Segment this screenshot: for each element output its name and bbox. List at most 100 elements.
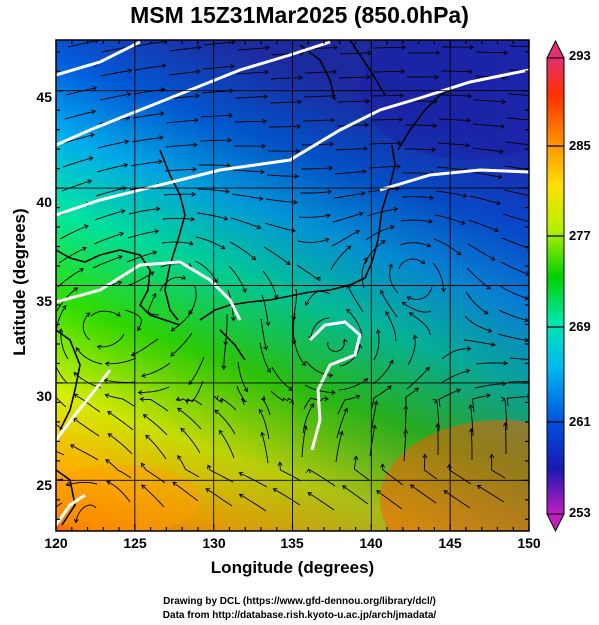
- streamline-arrowhead: [328, 373, 334, 378]
- colorbar-label: 261: [569, 414, 591, 429]
- streamline-arrowhead: [139, 396, 145, 402]
- streamline-arrowhead: [329, 141, 335, 147]
- streamline-arrowhead: [73, 371, 79, 377]
- streamline: [230, 217, 261, 229]
- streamline-arrowhead: [213, 278, 218, 284]
- streamline: [303, 95, 336, 98]
- streamline-arrowhead: [376, 490, 381, 495]
- y-tick-label: 30: [36, 388, 52, 404]
- streamline-arrowhead: [176, 407, 182, 413]
- streamline: [335, 147, 368, 151]
- streamline: [237, 47, 270, 51]
- streamline: [61, 180, 92, 192]
- streamline: [371, 385, 392, 409]
- streamline: [399, 242, 431, 247]
- streamline: [305, 360, 333, 376]
- streamline: [438, 389, 461, 408]
- streamline-arrowhead: [107, 411, 112, 416]
- streamline-arrowhead: [194, 117, 199, 123]
- streamline: [140, 398, 169, 412]
- streamline: [405, 124, 437, 127]
- streamline: [56, 396, 67, 408]
- streamline-arrowhead: [531, 194, 535, 198]
- streamline-arrowhead: [489, 453, 495, 459]
- streamline: [124, 309, 142, 331]
- streamline-arrowhead: [65, 481, 71, 487]
- streamline-arrowhead: [366, 74, 372, 80]
- streamline-arrowhead: [434, 74, 440, 80]
- streamline: [159, 276, 186, 292]
- streamline: [131, 338, 159, 356]
- streamline: [404, 148, 436, 151]
- streamline-arrowhead: [302, 425, 308, 431]
- streamline: [474, 383, 506, 389]
- streamline: [70, 444, 99, 461]
- streamline: [279, 462, 302, 482]
- streamline-arrowhead: [483, 310, 489, 315]
- streamline-arrowhead: [238, 471, 244, 477]
- streamline: [308, 468, 336, 487]
- streamline: [475, 362, 508, 365]
- streamline-arrowhead: [130, 351, 136, 357]
- streamline-arrowhead: [79, 268, 85, 273]
- streamline-arrowhead: [307, 492, 313, 497]
- streamline: [232, 169, 265, 173]
- streamline-arrowhead: [188, 310, 193, 315]
- streamline-arrowhead: [160, 111, 165, 117]
- streamline-arrowhead: [490, 256, 496, 261]
- colorbar: [546, 39, 565, 533]
- streamline: [304, 71, 337, 74]
- streamline-arrowhead: [401, 301, 407, 307]
- streamline-arrowhead: [124, 139, 130, 145]
- streamline-arrowhead: [365, 98, 371, 104]
- streamline: [297, 238, 329, 243]
- streamline-arrowhead: [467, 93, 473, 99]
- y-tick-label: 45: [36, 89, 52, 105]
- streamline-arrowhead: [191, 191, 197, 197]
- streamline-arrowhead: [73, 518, 79, 524]
- streamline: [207, 465, 234, 483]
- streamline-arrowhead: [406, 296, 412, 301]
- streamline: [106, 481, 131, 503]
- streamline: [441, 70, 473, 73]
- streamline: [302, 119, 335, 122]
- streamline-arrowhead: [34, 514, 38, 518]
- streamline: [497, 333, 529, 342]
- streamline-arrowhead: [425, 366, 430, 372]
- streamline: [64, 110, 96, 120]
- streamline-arrowhead: [468, 69, 474, 74]
- streamline-arrowhead: [69, 444, 75, 449]
- streamline: [508, 381, 529, 383]
- streamline: [336, 408, 348, 439]
- streamline: [335, 431, 343, 463]
- streamline: [235, 96, 268, 99]
- streamline: [432, 262, 445, 292]
- streamline: [504, 422, 507, 454]
- colorbar-body: [546, 57, 565, 515]
- streamline-arrowhead: [326, 213, 331, 219]
- temperature-contours: [56, 40, 529, 526]
- streamline-arrowhead: [213, 395, 219, 400]
- streamline: [263, 246, 290, 265]
- streamline-arrowhead: [403, 429, 409, 434]
- streamline: [231, 193, 263, 200]
- streamline-arrowhead: [58, 328, 64, 333]
- streamline: [301, 425, 307, 458]
- streamline-arrowhead: [92, 85, 98, 91]
- streamline-arrowhead: [298, 75, 304, 81]
- streamline-arrowhead: [525, 271, 529, 276]
- streamline-arrowhead: [123, 162, 129, 168]
- streamline-arrowhead: [376, 328, 381, 334]
- streamline-arrowhead: [487, 328, 493, 333]
- streamline: [301, 167, 333, 170]
- streamline: [234, 120, 267, 123]
- streamline-arrowhead: [225, 188, 230, 194]
- streamline-arrowhead: [242, 400, 247, 405]
- streamline-arrowhead: [195, 93, 200, 99]
- colorbar-top-arrow: [546, 39, 565, 59]
- streamline: [270, 77, 303, 80]
- streamline-arrowhead: [193, 142, 198, 148]
- streamline: [199, 139, 232, 142]
- streamline: [504, 165, 529, 171]
- streamline-arrowhead: [96, 344, 102, 350]
